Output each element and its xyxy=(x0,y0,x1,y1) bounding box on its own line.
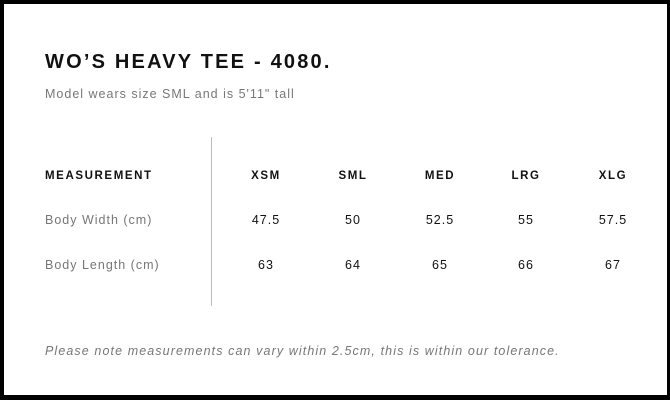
table-cell: 63 xyxy=(258,258,274,272)
row-label: Body Width (cm) xyxy=(45,213,153,227)
table-cell: 55 xyxy=(518,213,534,227)
table-cell: 66 xyxy=(518,258,534,272)
tolerance-note: Please note measurements can vary within… xyxy=(45,344,560,358)
size-header-xlg: XLG xyxy=(598,170,628,182)
table-cell: 47.5 xyxy=(251,213,281,227)
size-chart-card: WO’S HEAVY TEE - 4080. Model wears size … xyxy=(4,4,667,395)
row-label: Body Length (cm) xyxy=(45,258,160,272)
size-header-lrg: LRG xyxy=(511,170,541,182)
model-info: Model wears size SML and is 5'11" tall xyxy=(45,87,295,101)
column-divider xyxy=(211,137,212,306)
measurement-header: MEASUREMENT xyxy=(45,170,153,182)
size-header-med: MED xyxy=(424,170,456,182)
table-cell: 52.5 xyxy=(425,213,455,227)
page-title: WO’S HEAVY TEE - 4080. xyxy=(45,51,332,73)
table-cell: 65 xyxy=(432,258,448,272)
table-cell: 50 xyxy=(345,213,361,227)
size-header-xsm: XSM xyxy=(251,170,281,182)
table-cell: 64 xyxy=(345,258,361,272)
size-header-sml: SML xyxy=(338,170,368,182)
table-cell: 57.5 xyxy=(598,213,628,227)
table-cell: 67 xyxy=(605,258,621,272)
